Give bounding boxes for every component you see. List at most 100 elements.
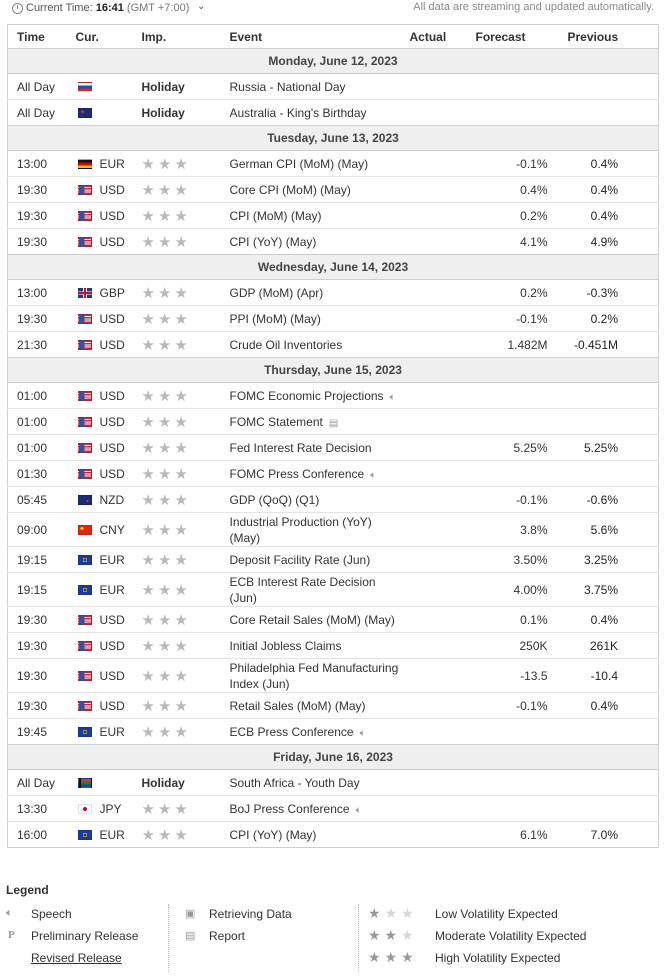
event-forecast: 6.1% bbox=[475, 821, 548, 848]
event-name[interactable]: Crude Oil Inventories bbox=[229, 337, 343, 352]
event-name[interactable]: PPI (MoM) (May) bbox=[229, 311, 321, 326]
legend-divider bbox=[358, 904, 359, 972]
event-row[interactable]: 19:30 USD ★★★ Initial Jobless Claims 250K 261… bbox=[7, 632, 659, 659]
event-cell: Core CPI (MoM) (May) bbox=[229, 176, 410, 203]
top-bar: Current Time: 16:41 (GMT +7:00) ⌄ All da… bbox=[0, 0, 668, 20]
event-previous bbox=[547, 795, 659, 822]
legend-high: High Volatility Expected bbox=[435, 951, 561, 965]
event-row[interactable]: 21:30 USD ★★★ Crude Oil Inventories 1.482M -0… bbox=[7, 331, 659, 358]
event-actual bbox=[409, 572, 476, 607]
event-row[interactable]: 01:30 USD ★★★ FOMC Press Conference 🔈︎ bbox=[7, 460, 659, 487]
col-time[interactable]: Time bbox=[7, 24, 76, 49]
event-cell: Deposit Facility Rate (Jun) bbox=[229, 546, 410, 573]
date-header-row: Thursday, June 15, 2023 bbox=[7, 357, 659, 383]
col-importance[interactable]: Imp. bbox=[141, 24, 230, 49]
event-time: All Day bbox=[7, 99, 76, 126]
event-currency-cell: EUR bbox=[75, 718, 142, 745]
event-name[interactable]: Retail Sales (MoM) (May) bbox=[229, 698, 366, 713]
southafrica-flag-icon bbox=[77, 777, 92, 788]
event-actual bbox=[409, 331, 476, 358]
event-name[interactable]: Deposit Facility Rate (Jun) bbox=[229, 552, 371, 567]
importance-stars-icon: ★★★ bbox=[141, 434, 230, 461]
event-name[interactable]: Initial Jobless Claims bbox=[229, 638, 342, 653]
event-previous: -0.3% bbox=[547, 279, 659, 306]
event-name[interactable]: GDP (MoM) (Apr) bbox=[229, 285, 324, 300]
event-name[interactable]: Core Retail Sales (MoM) (May) bbox=[229, 612, 395, 627]
event-currency-cell: USD bbox=[75, 382, 142, 409]
event-currency: GBP bbox=[99, 285, 125, 300]
col-previous[interactable]: Previous bbox=[547, 24, 659, 49]
event-currency-cell: EUR bbox=[75, 572, 142, 607]
event-actual bbox=[409, 486, 476, 513]
usa-flag-icon bbox=[77, 640, 92, 651]
event-row[interactable]: 19:30 USD ★★★ PPI (MoM) (May) -0.1% 0.2% bbox=[7, 305, 659, 332]
event-name[interactable]: FOMC Press Conference bbox=[229, 466, 365, 481]
importance-stars-icon: ★★★ bbox=[141, 632, 230, 659]
event-row[interactable]: All Day Holiday Australia - King's Birthda… bbox=[7, 99, 659, 126]
event-row[interactable]: 05:45 NZD ★★★ GDP (QoQ) (Q1) -0.1% -0.6% bbox=[7, 486, 659, 513]
event-cell: ECB Press Conference 🔈︎ bbox=[229, 718, 410, 745]
event-name[interactable]: FOMC Economic Projections bbox=[229, 388, 384, 403]
preliminary-icon: P bbox=[8, 929, 15, 941]
timezone-selector[interactable]: (GMT +7:00) bbox=[126, 2, 190, 14]
event-currency: USD bbox=[99, 311, 125, 326]
event-name[interactable]: FOMC Statement bbox=[229, 414, 323, 429]
event-name[interactable]: Core CPI (MoM) (May) bbox=[229, 182, 351, 197]
event-row[interactable]: 19:30 USD ★★★ Retail Sales (MoM) (May) -0.1%… bbox=[7, 692, 659, 719]
event-row[interactable]: 19:15 EUR ★★★ Deposit Facility Rate (Jun) 3.… bbox=[7, 546, 659, 573]
event-row[interactable]: 19:30 USD ★★★ Philadelphia Fed Manufacturin… bbox=[7, 658, 659, 693]
event-time: 13:30 bbox=[7, 795, 76, 822]
event-row[interactable]: 01:00 USD ★★★ FOMC Economic Projections 🔈︎ bbox=[7, 382, 659, 409]
holiday-label: Holiday bbox=[141, 769, 230, 796]
legend-moderate: Moderate Volatility Expected bbox=[435, 929, 587, 943]
event-name[interactable]: Russia - National Day bbox=[229, 79, 346, 94]
event-row[interactable]: 19:30 USD ★★★ Core Retail Sales (MoM) (May)… bbox=[7, 606, 659, 633]
col-forecast[interactable]: Forecast bbox=[475, 24, 548, 49]
event-name[interactable]: CPI (MoM) (May) bbox=[229, 208, 322, 223]
event-row[interactable]: 19:30 USD ★★★ CPI (YoY) (May) 4.1% 4.9% bbox=[7, 228, 659, 255]
event-name[interactable]: GDP (QoQ) (Q1) bbox=[229, 492, 320, 507]
event-row[interactable]: 01:00 USD ★★★ FOMC Statement ▤ bbox=[7, 408, 659, 435]
event-name[interactable]: German CPI (MoM) (May) bbox=[229, 156, 369, 171]
holiday-label: Holiday bbox=[141, 99, 230, 126]
event-name[interactable]: ECB Press Conference bbox=[229, 724, 354, 739]
event-row[interactable]: 01:00 USD ★★★ Fed Interest Rate Decision 5.2… bbox=[7, 434, 659, 461]
importance-stars-icon: ★★★ bbox=[141, 279, 230, 306]
event-name[interactable]: ECB Interest Rate Decision (Jun) bbox=[229, 574, 376, 605]
event-currency-cell: USD bbox=[75, 658, 142, 693]
usa-flag-icon bbox=[77, 442, 92, 453]
event-row[interactable]: All Day Holiday Russia - National Day bbox=[7, 73, 659, 100]
event-row[interactable]: 19:15 EUR ★★★ ECB Interest Rate Decision (J… bbox=[7, 572, 659, 607]
chevron-down-icon[interactable]: ⌄ bbox=[197, 1, 206, 12]
event-row[interactable]: 19:30 USD ★★★ CPI (MoM) (May) 0.2% 0.4% bbox=[7, 202, 659, 229]
event-name[interactable]: South Africa - Youth Day bbox=[229, 775, 360, 790]
event-name[interactable]: Philadelphia Fed Manufacturing Index (Ju… bbox=[229, 660, 399, 691]
event-row[interactable]: 13:30 JPY ★★★ BoJ Press Conference 🔈︎ bbox=[7, 795, 659, 822]
event-row[interactable]: 19:30 USD ★★★ Core CPI (MoM) (May) 0.4% 0.4% bbox=[7, 176, 659, 203]
event-forecast: 4.1% bbox=[475, 228, 548, 255]
event-name[interactable]: Australia - King's Birthday bbox=[229, 105, 367, 120]
event-forecast: 1.482M bbox=[475, 331, 548, 358]
event-name[interactable]: Industrial Production (YoY) (May) bbox=[229, 514, 372, 545]
event-name[interactable]: CPI (YoY) (May) bbox=[229, 827, 317, 842]
event-row[interactable]: 13:00 EUR ★★★ German CPI (MoM) (May) -0.1% 0.… bbox=[7, 150, 659, 177]
col-event[interactable]: Event bbox=[229, 24, 410, 49]
event-currency: JPY bbox=[99, 801, 122, 816]
importance-stars-icon: ★★★ bbox=[141, 795, 230, 822]
col-actual[interactable]: Actual bbox=[409, 24, 476, 49]
event-cell: CPI (YoY) (May) bbox=[229, 821, 410, 848]
event-name[interactable]: BoJ Press Conference bbox=[229, 801, 350, 816]
legend-speech: Speech bbox=[31, 907, 72, 921]
event-row[interactable]: 19:45 EUR ★★★ ECB Press Conference 🔈︎ bbox=[7, 718, 659, 745]
event-row[interactable]: 16:00 EUR ★★★ CPI (YoY) (May) 6.1% 7.0% bbox=[7, 821, 659, 848]
event-row[interactable]: All Day Holiday South Africa - Youth Day bbox=[7, 769, 659, 796]
importance-stars-icon: ★★★ bbox=[141, 718, 230, 745]
event-name[interactable]: CPI (YoY) (May) bbox=[229, 234, 317, 249]
event-row[interactable]: 13:00 GBP ★★★ GDP (MoM) (Apr) 0.2% -0.3% bbox=[7, 279, 659, 306]
event-currency: USD bbox=[99, 698, 125, 713]
event-name[interactable]: Fed Interest Rate Decision bbox=[229, 440, 372, 455]
col-currency[interactable]: Cur. bbox=[75, 24, 142, 49]
usa-flag-icon bbox=[77, 236, 92, 247]
event-previous bbox=[547, 99, 659, 126]
event-row[interactable]: 09:00 CNY ★★★ Industrial Production (YoY) (… bbox=[7, 512, 659, 547]
